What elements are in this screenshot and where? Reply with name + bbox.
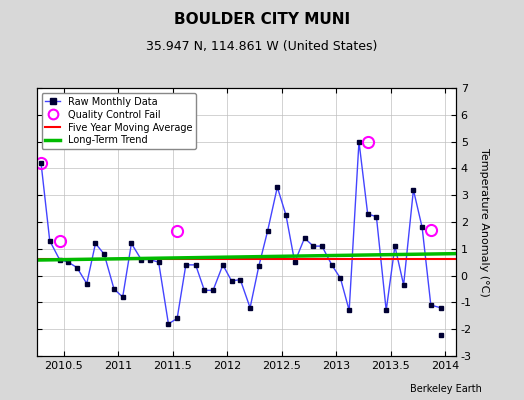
Y-axis label: Temperature Anomaly (°C): Temperature Anomaly (°C) — [478, 148, 488, 296]
Text: BOULDER CITY MUNI: BOULDER CITY MUNI — [174, 12, 350, 27]
Text: Berkeley Earth: Berkeley Earth — [410, 384, 482, 394]
Text: 35.947 N, 114.861 W (United States): 35.947 N, 114.861 W (United States) — [146, 40, 378, 53]
Legend: Raw Monthly Data, Quality Control Fail, Five Year Moving Average, Long-Term Tren: Raw Monthly Data, Quality Control Fail, … — [41, 93, 196, 149]
